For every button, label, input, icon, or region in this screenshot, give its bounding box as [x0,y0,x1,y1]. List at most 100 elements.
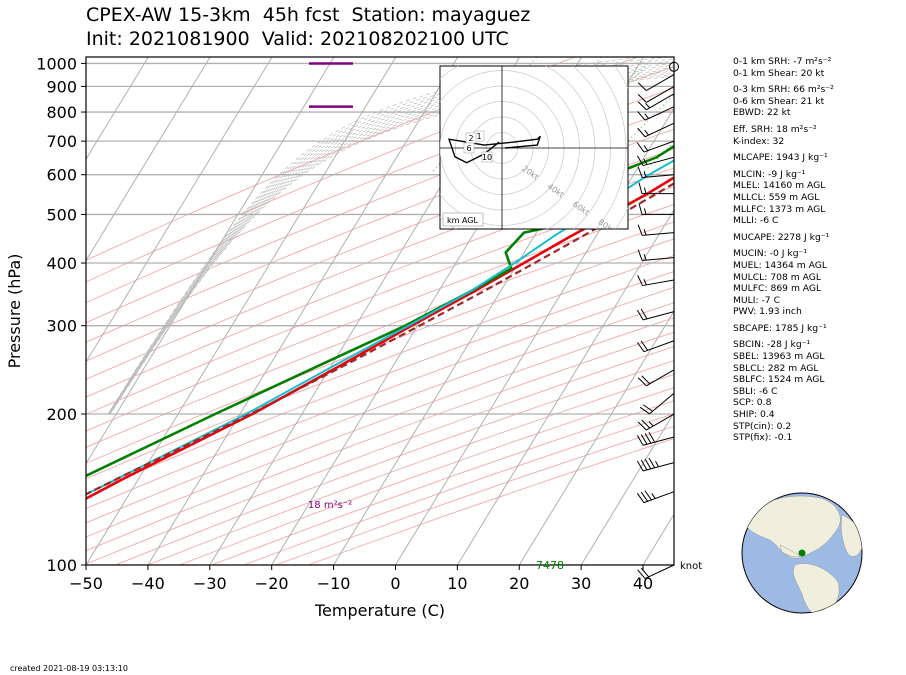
barb-staff [642,279,675,287]
barb-flag [640,567,650,578]
wind-barb [637,275,675,287]
stat-line: MULFC: 869 m AGL [733,283,822,295]
y-tick-label: 300 [46,317,77,336]
stat-line: SBLCL: 282 m AGL [733,362,819,374]
barb-flag [640,340,649,351]
y-tick-label: 600 [46,166,77,185]
x-tick-label: 40 [633,574,653,593]
wind-units-label: knot [680,561,702,572]
wind-barb [636,340,675,353]
barb-flag [642,404,653,412]
isotherm [86,57,273,364]
barb-half-flag [644,113,650,119]
wind-barb [637,564,675,579]
hodograph-height-box [463,142,475,154]
stat-line: MULI: -7 C [733,294,780,306]
moist-adiabat [108,62,674,415]
barb-half-flag [643,254,647,261]
barb-staff [642,174,675,178]
created-timestamp: created 2021-08-19 03:13:10 [10,664,128,673]
barb-flag [636,493,645,503]
barb-half-flag [644,129,650,136]
globe-landmass [742,495,841,559]
isotherm [456,208,674,565]
barb-flag [644,490,652,501]
barb-half-flag [651,493,656,499]
barb-staff [644,106,675,121]
barb-flag [638,203,643,215]
stat-line: MLEL: 14160 m AGL [733,180,826,192]
stat-line: SBLI: -6 C [733,385,778,397]
barb-flag [640,434,648,445]
barb-flag [636,309,644,321]
globe-land [742,495,862,613]
barb-staff [646,413,675,431]
chart-title-line2: Init: 2021081900 Valid: 202108202100 UTC [86,28,509,50]
stat-line: STP(fix): -0.1 [733,432,793,444]
barb-half-flag [644,208,647,215]
wind-barb [636,308,675,321]
stat-line: SHIP: 0.4 [733,409,775,421]
barb-staff [642,436,675,446]
dry-adiabat [86,286,674,510]
wind-barb [637,122,675,138]
barb-flag [637,94,647,103]
barb-staff [642,232,675,236]
barb-staff [643,340,675,353]
barb-half-flag [644,187,647,194]
hodograph-trace [447,135,541,164]
barb-flag [638,182,643,194]
barb-flag [648,432,656,443]
isotherm [580,411,674,565]
barb-flag [637,101,647,111]
lcl-label: 7478 [536,559,564,572]
barb-flag [644,458,652,470]
barb-staff [644,564,675,579]
barb-flag [637,224,643,236]
barb-flag [636,460,644,472]
stat-line: SBEL: 13963 m AGL [733,351,825,363]
wind-barb [636,457,675,472]
wind-barb [637,369,675,387]
barb-flag [636,155,644,166]
barb-half-flag [655,461,659,468]
barb-flag [637,275,643,286]
dry-adiabat [86,317,674,538]
barb-flag [640,459,648,471]
barb-staff [643,491,675,504]
y-tick-label: 1000 [36,54,77,73]
x-tick-label: −30 [193,574,227,593]
stat-line: 0-1 km SRH: -7 m²s⁻² [733,56,832,67]
hodograph-legend-box [442,212,484,227]
barb-staff [646,93,675,111]
y-tick-label: 400 [46,254,77,273]
stat-line: EBWD: 22 kt [733,107,791,119]
barb-half-flag [643,171,647,178]
barb-staff [646,85,675,103]
x-tick-label: 0 [390,574,400,593]
hodograph-height-label: 10 [482,153,492,162]
moist-adiabat [107,57,644,415]
axes: −50 −40 −30 −20 −10 0 10 20 30 40 100 200 300 400 500 6… [36,54,653,593]
barb-half-flag [643,229,647,236]
x-tick-label: 20 [509,574,529,593]
x-tick-label: −50 [69,574,103,593]
stat-line: 0-6 km Shear: 21 kt [733,95,825,107]
wind-barb [637,166,675,178]
barb-flag [641,375,651,385]
stat-line: SBLFC: 1524 m AGL [733,374,825,386]
barb-staff [644,122,675,138]
stat-line: MUCIN: -0 J kg⁻¹ [733,248,808,260]
eff-srh-label: 18 m²s⁻² [308,500,352,511]
dry-adiabat [86,331,674,552]
wind-barb [638,203,674,215]
barb-flag [636,342,645,352]
barb-flag [637,127,646,138]
barb-staff [646,369,675,387]
barb-flag [637,249,643,261]
x-tick-label: −40 [131,574,165,593]
barb-half-flag [643,279,647,286]
barb-flag [637,421,647,431]
